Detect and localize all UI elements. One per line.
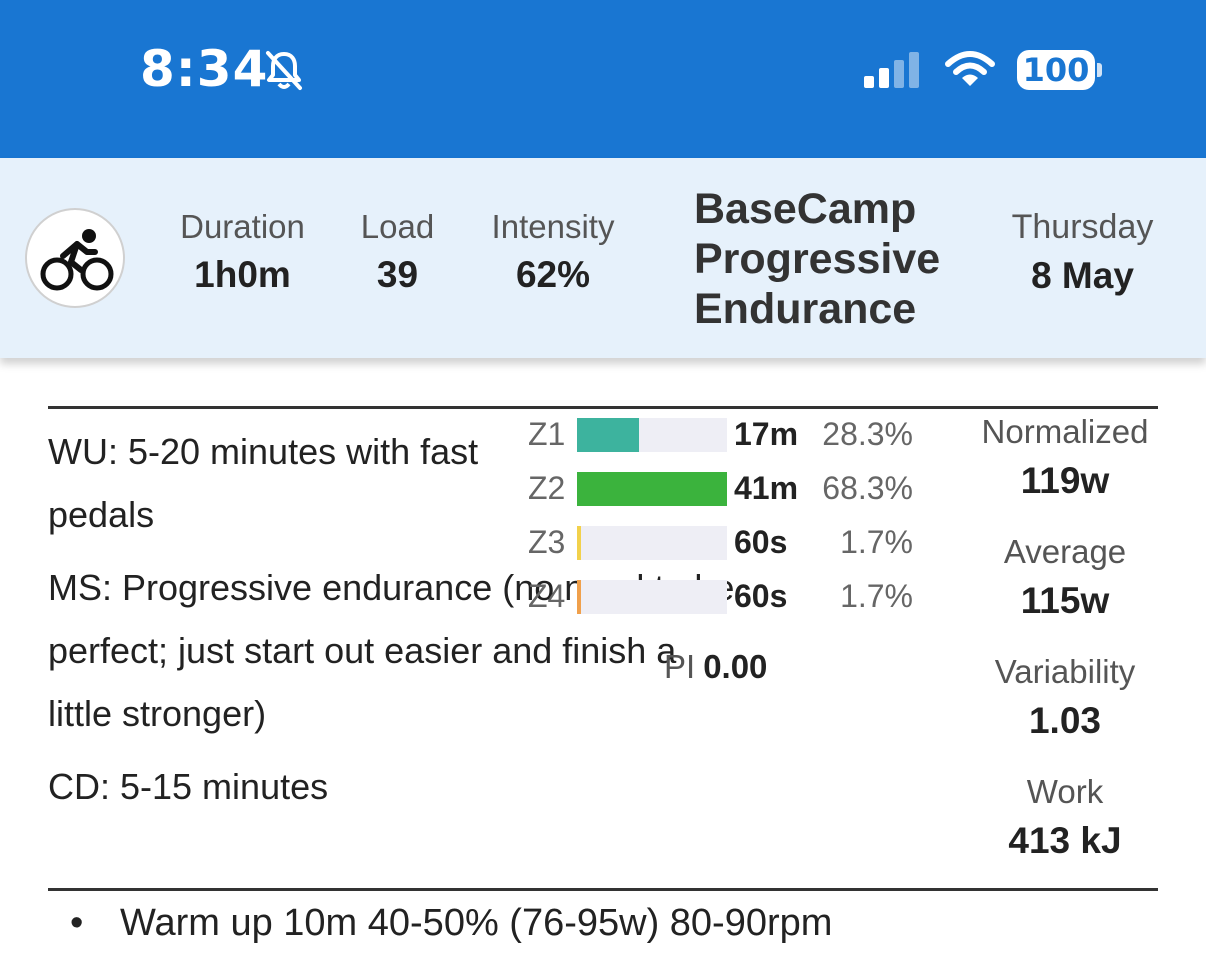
intensity-stat: Intensity 62% (478, 208, 628, 296)
load-value: 39 (376, 254, 419, 295)
zone-percent: 28.3% (822, 416, 913, 452)
zone-bar-track (577, 472, 727, 506)
workout-date: Thursday 8 May (1000, 208, 1165, 297)
zone-label: Z3 (528, 524, 566, 560)
bullet-icon: • (70, 902, 84, 944)
zone-row: Z3 60s 1.7% (528, 522, 928, 562)
zone-bar-track (577, 418, 727, 452)
workout-date-value: 8 May (1031, 255, 1134, 296)
average-label: Average (1003, 533, 1127, 570)
zone-bar-fill (577, 418, 639, 452)
duration-label: Duration (180, 208, 305, 245)
duration-value: 1h0m (194, 254, 291, 295)
normalized-value: 119w (1020, 460, 1110, 501)
variability-value: 1.03 (1028, 700, 1101, 741)
zone-row: Z4 60s 1.7% (528, 576, 928, 616)
normalized-power-stat: Normalized 119w (965, 412, 1165, 510)
status-bar: 8:34 100 (0, 0, 1206, 158)
intensity-value: 62% (515, 254, 591, 295)
work-value: 413 kJ (1008, 820, 1122, 861)
zone-time: 60s (734, 578, 788, 614)
work-stat: Work 413 kJ (965, 772, 1165, 870)
zone-bar-track (577, 580, 727, 614)
zone-label: Z4 (528, 578, 566, 614)
zone-time: 60s (734, 524, 788, 560)
wifi-icon (945, 51, 995, 86)
zone-row: Z1 17m 28.3% (528, 414, 928, 454)
pi-label: PI (664, 648, 696, 685)
zone-bar-fill (577, 526, 581, 560)
average-power-stat: Average 115w (965, 532, 1165, 630)
zone-label: Z1 (528, 416, 566, 452)
battery-tip (1097, 63, 1102, 77)
average-value: 115w (1020, 580, 1110, 621)
step-item: Warm up 10m 40-50% (76-95w) 80-90rpm (120, 902, 833, 944)
load-label: Load (360, 208, 435, 245)
work-label: Work (1026, 773, 1104, 810)
variability-stat: Variability 1.03 (965, 652, 1165, 750)
normalized-label: Normalized (981, 413, 1149, 450)
duration-stat: Duration 1h0m (170, 208, 315, 296)
workout-steps: • Warm up 10m 40-50% (76-95w) 80-90rpm (70, 902, 832, 945)
zone-row: Z2 41m 68.3% (528, 468, 928, 508)
warmup-text: WU: 5-20 minutes with fast pedals (48, 431, 479, 535)
variability-label: Variability (994, 653, 1136, 690)
zone-bar-fill (577, 472, 727, 506)
zone-bar-fill (577, 580, 581, 614)
top-divider (48, 406, 1158, 409)
status-time: 8:34 (140, 40, 269, 98)
bicycle-icon (25, 208, 125, 308)
load-stat: Load 39 (350, 208, 445, 296)
zone-time: 17m (734, 416, 799, 452)
zone-time: 41m (734, 470, 799, 506)
zone-percent: 1.7% (840, 524, 913, 560)
zone-label: Z2 (528, 470, 566, 506)
zone-bar-track (577, 526, 727, 560)
polarization-index: PI 0.00 (664, 648, 767, 686)
pi-value: 0.00 (703, 648, 768, 685)
zone-percent: 68.3% (822, 470, 913, 506)
workout-header[interactable]: Duration 1h0m Load 39 Intensity 62% Base… (0, 158, 1206, 358)
workout-title: BaseCamp Progressive Endurance (694, 185, 941, 333)
workout-day: Thursday (1011, 208, 1154, 246)
bottom-divider (48, 888, 1158, 891)
intensity-label: Intensity (491, 208, 615, 245)
battery-indicator: 100 (1017, 50, 1095, 90)
power-stats: Normalized 119w Average 115w Variability… (965, 412, 1165, 892)
zone-percent: 1.7% (840, 578, 913, 614)
cellular-signal-icon (864, 52, 919, 88)
bell-slash-icon (266, 51, 302, 90)
cooldown-text: CD: 5-15 minutes (48, 766, 329, 807)
